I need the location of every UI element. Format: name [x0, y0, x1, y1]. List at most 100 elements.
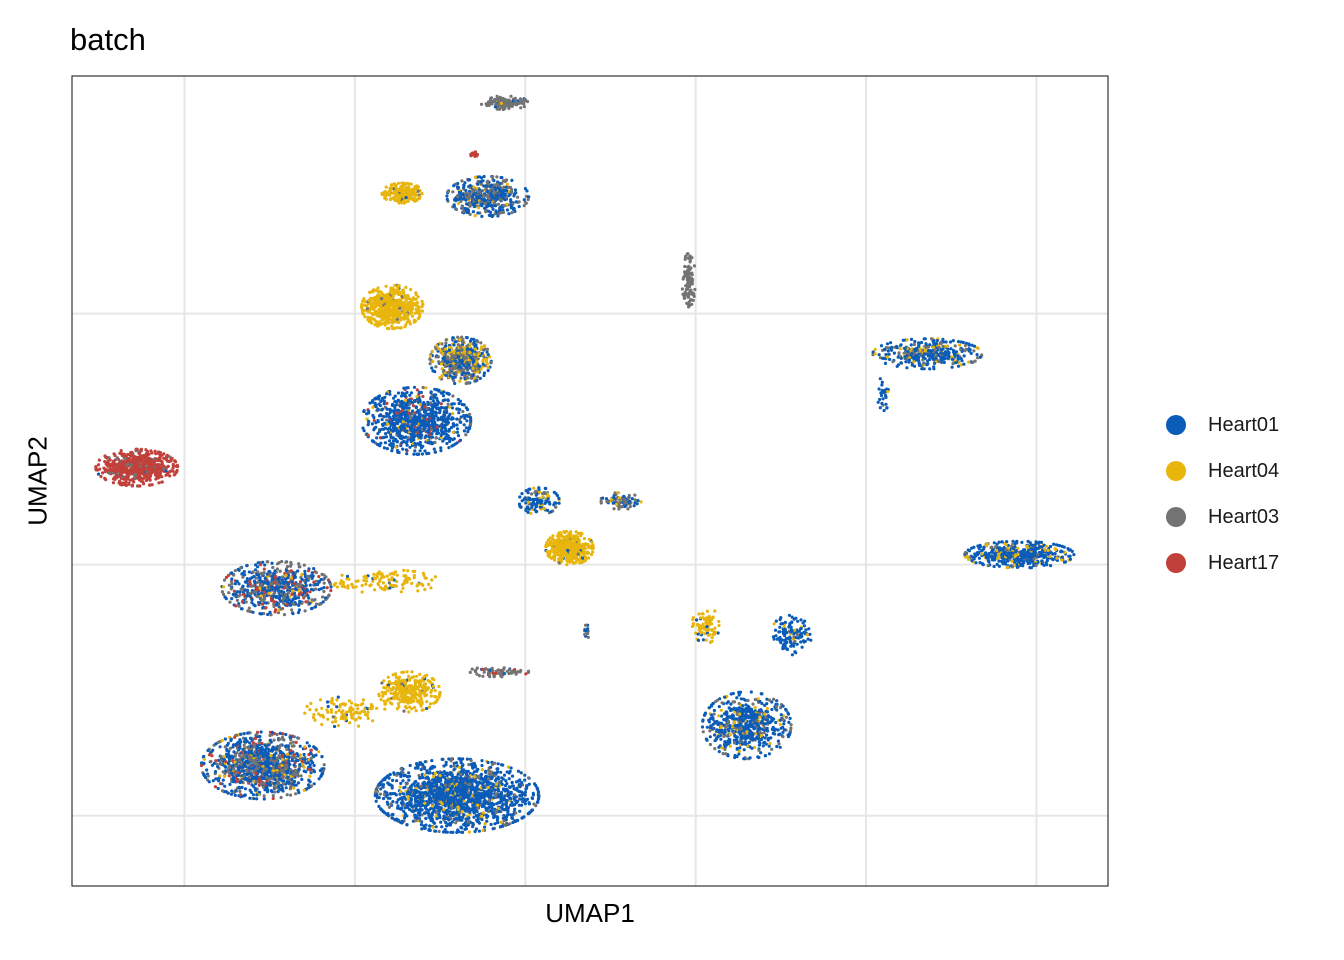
data-point: [462, 185, 466, 189]
data-point: [407, 576, 411, 581]
data-point: [461, 209, 466, 214]
data-point: [371, 405, 375, 409]
data-point: [433, 370, 437, 374]
data-point: [461, 371, 465, 375]
data-point: [415, 198, 419, 202]
data-point: [481, 358, 485, 362]
data-point: [291, 612, 295, 616]
data-point: [286, 582, 290, 586]
data-point: [328, 582, 332, 586]
data-point: [141, 469, 145, 473]
data-point: [253, 604, 257, 608]
data-point: [374, 403, 378, 407]
data-point: [155, 474, 159, 478]
data-point: [397, 310, 401, 314]
data-point: [391, 300, 396, 304]
data-point: [512, 194, 516, 198]
data-point: [124, 483, 128, 487]
data-point: [403, 404, 407, 409]
data-point: [395, 419, 399, 423]
data-point: [168, 455, 172, 459]
data-point: [354, 579, 358, 584]
data-point: [150, 459, 154, 464]
data-point: [289, 560, 293, 565]
data-point: [401, 420, 405, 424]
data-point: [421, 583, 425, 588]
data-point: [472, 192, 476, 196]
data-point: [363, 574, 368, 578]
data-point: [270, 578, 274, 582]
data-point: [468, 339, 473, 343]
data-point: [101, 471, 105, 475]
data-point: [255, 797, 259, 801]
data-point: [418, 449, 422, 453]
data-point: [268, 588, 272, 592]
data-point: [505, 182, 509, 186]
data-point: [478, 364, 482, 368]
data-point: [305, 588, 309, 592]
data-point: [457, 355, 461, 359]
data-point: [108, 458, 112, 462]
data-point: [366, 433, 370, 437]
data-point: [408, 393, 412, 397]
data-point: [123, 460, 127, 464]
data-point: [415, 308, 419, 312]
data-point: [307, 576, 311, 581]
data-point: [265, 560, 269, 564]
data-point: [371, 317, 375, 321]
data-point: [239, 607, 244, 611]
data-point: [419, 436, 423, 440]
data-point: [451, 412, 455, 416]
data-point: [553, 558, 557, 562]
data-point: [465, 202, 469, 206]
data-point: [394, 445, 398, 449]
data-point: [422, 414, 426, 418]
data-point: [533, 491, 537, 495]
data-point: [475, 200, 479, 204]
data-point: [414, 297, 418, 301]
data-point: [282, 602, 286, 606]
data-point: [468, 422, 472, 426]
data-point: [350, 583, 354, 587]
data-point: [107, 471, 111, 475]
data-point: [259, 571, 263, 575]
data-point: [297, 562, 301, 566]
data-point: [248, 582, 252, 587]
data-point: [148, 468, 152, 472]
data-point: [453, 442, 457, 446]
data-point: [304, 600, 308, 604]
data-point: [260, 582, 264, 587]
data-point: [133, 472, 137, 476]
data-point: [569, 540, 573, 544]
data-point: [428, 357, 432, 361]
point-cluster: [445, 174, 531, 219]
data-point: [251, 610, 255, 614]
data-point: [433, 440, 437, 444]
data-point: [130, 470, 134, 474]
data-point: [423, 405, 427, 409]
data-point: [473, 204, 477, 208]
data-point: [411, 412, 415, 416]
data-point: [408, 445, 412, 449]
data-point: [513, 209, 517, 214]
data-point: [321, 595, 325, 599]
data-point: [381, 315, 385, 319]
data-point: [400, 181, 404, 185]
data-point: [519, 101, 524, 105]
data-point: [380, 193, 384, 197]
data-point: [395, 304, 400, 308]
data-point: [396, 285, 400, 289]
data-point: [452, 204, 456, 208]
data-point: [411, 307, 415, 311]
data-point: [478, 180, 482, 184]
data-point: [458, 417, 462, 421]
data-point: [130, 450, 134, 454]
data-point: [373, 304, 377, 308]
data-point: [434, 365, 438, 369]
data-point: [327, 578, 331, 582]
data-point: [395, 573, 399, 577]
data-point: [309, 607, 314, 611]
data-point: [405, 312, 409, 316]
data-point: [402, 294, 407, 298]
data-point: [496, 107, 500, 111]
